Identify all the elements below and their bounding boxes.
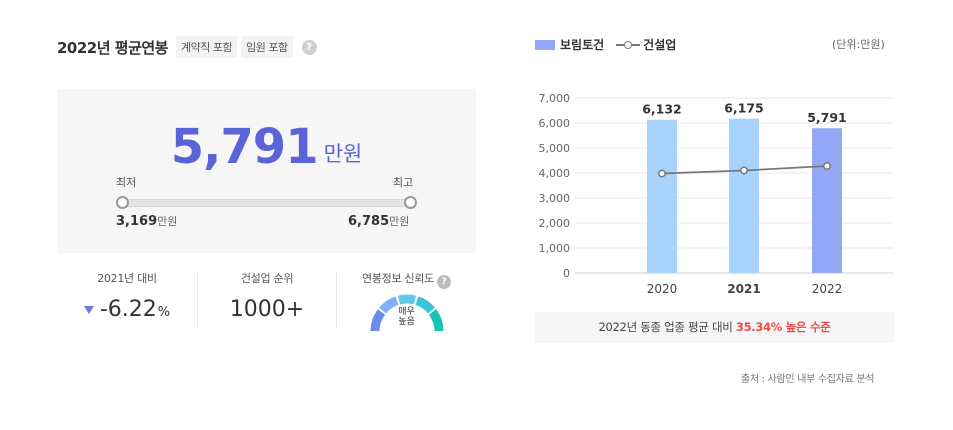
min-salary-value: 3,169 — [116, 214, 158, 229]
bar — [647, 119, 677, 273]
min-marker — [116, 196, 129, 209]
industry-rank-stat: 건설업 순위 1000+ — [198, 270, 336, 330]
industry-comparison: 2022년 동종 업종 평균 대비 35.34% 높은 수준 — [535, 312, 894, 343]
min-salary-unit: 만원 — [157, 215, 178, 228]
y-tick-label: 2,000 — [539, 217, 571, 230]
y-tick-label: 1,000 — [539, 242, 571, 255]
x-tick-label: 2022 — [812, 282, 843, 296]
max-marker — [404, 196, 417, 209]
bar-value-label: 6,175 — [724, 101, 764, 116]
y-tick-label: 4,000 — [539, 167, 571, 180]
average-salary-unit: 만원 — [323, 142, 363, 166]
salary-range-track — [123, 199, 410, 207]
page-title: 2022년 평균연봉 — [57, 38, 168, 57]
tag-contract: 계약직 포함 — [175, 36, 238, 58]
unit-note: (단위:만원) — [832, 38, 885, 51]
yoy-change-value: -6.22 — [99, 297, 157, 322]
stat-divider — [197, 272, 198, 328]
yoy-change-stat: 2021년 대비 -6.22% — [57, 270, 197, 330]
min-salary: 3,169만원 — [116, 213, 177, 229]
reliability-label: 연봉정보 신뢰도 — [362, 272, 434, 285]
x-tick-label: 2021 — [727, 282, 760, 296]
min-label: 최저 — [116, 176, 137, 189]
industry-rank-label: 건설업 순위 — [240, 272, 294, 285]
bar — [812, 128, 842, 273]
help-icon[interactable]: ? — [301, 39, 317, 55]
yoy-change: -6.22% — [57, 297, 197, 322]
gauge-arc-icon — [370, 294, 443, 332]
max-salary-unit: 만원 — [389, 215, 410, 228]
industry-rank-value: 1000+ — [229, 297, 305, 322]
y-tick-label: 5,000 — [539, 142, 571, 155]
reliability-label-row: 연봉정보 신뢰도? — [337, 270, 476, 289]
y-tick-label: 3,000 — [539, 192, 571, 205]
reliability-value-line1: 매우 — [398, 307, 415, 317]
max-label: 최고 — [393, 176, 414, 189]
x-tick-label: 2020 — [647, 282, 678, 296]
legend-industry: 건설업 — [643, 38, 677, 52]
average-salary-box: 5,791 만원 최저 최고 3,169만원 6,785만원 — [57, 89, 476, 253]
salary-chart: 0 1,000 2,000 3,000 4,000 5,000 6,000 7,000 6,13… — [539, 92, 893, 296]
y-tick-label: 0 — [563, 267, 570, 280]
legend-bar-swatch — [535, 39, 555, 50]
reliability-gauge: 매우 높음 — [369, 293, 445, 333]
bar-value-label: 6,132 — [642, 102, 682, 117]
yoy-change-unit: % — [157, 305, 171, 320]
max-salary: 6,785만원 — [348, 213, 409, 229]
industry-point — [740, 166, 748, 175]
industry-point — [823, 162, 831, 170]
salary-stats: 2021년 대비 -6.22% 건설업 순위 1000+ 연봉정보 신뢰도? 매… — [57, 262, 476, 332]
comparison-text: 2022년 동종 업종 평균 대비 — [598, 320, 733, 334]
source-note: 출처 : 사람인 내부 수집자료 분석 — [741, 374, 875, 385]
reliability-value-line2: 높음 — [398, 317, 415, 327]
comparison-highlight: 35.34% 높은 수준 — [735, 320, 831, 334]
bar — [729, 118, 759, 273]
salary-title-row: 2022년 평균연봉 계약직 포함 임원 포함 ? — [57, 36, 317, 58]
reliability-stat: 연봉정보 신뢰도? 매우 높음 — [337, 270, 476, 333]
average-salary: 5,791 만원 — [57, 117, 476, 177]
max-salary-value: 6,785 — [348, 214, 390, 229]
reliability-value: 매우 높음 — [369, 307, 445, 327]
down-arrow-icon — [83, 306, 94, 314]
stat-divider — [336, 272, 337, 328]
legend-line-icon — [616, 40, 641, 50]
reliability-help-icon[interactable]: ? — [436, 275, 451, 289]
y-tick-label: 6,000 — [539, 117, 571, 130]
industry-point — [658, 169, 666, 178]
yoy-change-label: 2021년 대비 — [97, 272, 157, 285]
y-tick-label: 7,000 — [539, 92, 571, 105]
tag-executive: 임원 포함 — [241, 36, 293, 58]
chart-legend: 보림토건 건설업 — [535, 36, 676, 53]
bar-value-label: 5,791 — [807, 110, 847, 125]
average-salary-value: 5,791 — [170, 119, 319, 175]
legend-company: 보림토건 — [560, 38, 605, 52]
